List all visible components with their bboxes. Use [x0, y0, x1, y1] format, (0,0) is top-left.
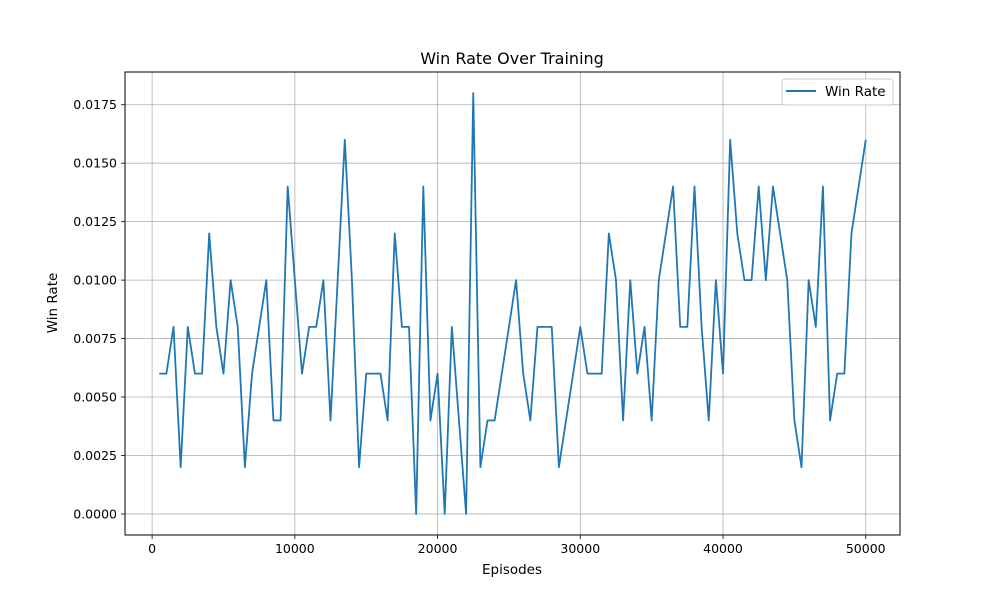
y-tick-label: 0.0050 — [73, 390, 117, 405]
x-tick-label: 40000 — [703, 541, 743, 556]
plot-frame — [124, 71, 901, 536]
y-tick-label: 0.0125 — [73, 214, 117, 229]
x-axis-ticks: 0 10000 20000 30000 40000 50000 — [148, 535, 886, 556]
chart-title: Win Rate Over Training — [420, 49, 604, 68]
legend-label-win-rate: Win Rate — [825, 84, 886, 100]
y-tick-label: 0.0025 — [73, 448, 117, 463]
y-tick-label: 0.0150 — [73, 156, 117, 171]
y-tick-label: 0.0100 — [73, 273, 117, 288]
legend: Win Rate — [781, 78, 894, 106]
y-tick-label: 0.0000 — [73, 506, 117, 521]
legend-box — [781, 78, 894, 106]
x-tick-label: 50000 — [846, 541, 886, 556]
x-tick-label: 10000 — [275, 541, 315, 556]
y-tick-label: 0.0075 — [73, 331, 117, 346]
series-layer — [159, 92, 867, 515]
y-axis-label: Win Rate — [45, 273, 61, 334]
series-line-win-rate — [159, 92, 867, 515]
y-tick-label: 0.0175 — [73, 97, 117, 112]
x-axis-label: Episodes — [482, 562, 542, 578]
grid — [125, 72, 900, 535]
x-tick-label: 0 — [148, 541, 156, 556]
x-tick-label: 20000 — [418, 541, 458, 556]
y-axis-ticks: 0.0000 0.0025 0.0050 0.0075 0.0100 0.0125 0.01… — [73, 97, 125, 521]
x-tick-label: 30000 — [560, 541, 600, 556]
